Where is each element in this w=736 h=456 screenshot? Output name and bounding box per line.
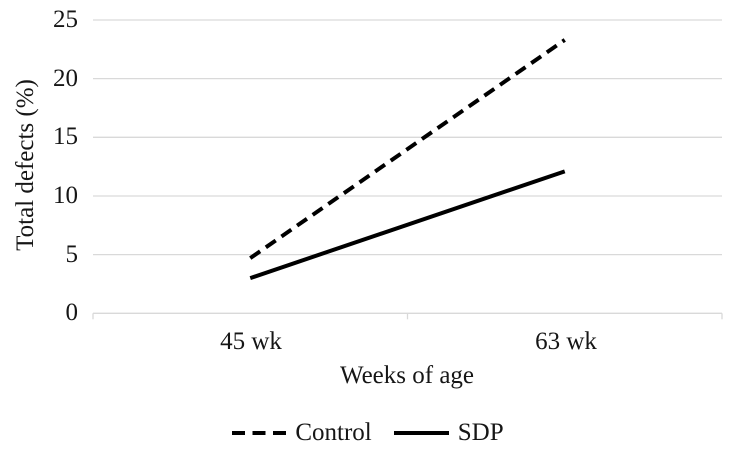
- legend-item-control: Control: [232, 418, 372, 447]
- legend-label-sdp: SDP: [457, 419, 504, 446]
- legend-label-control: Control: [295, 419, 372, 446]
- y-tick-label-15: 15: [53, 123, 78, 150]
- x-tick-label-63wk: 63 wk: [535, 328, 597, 355]
- legend-item-sdp: SDP: [393, 418, 504, 447]
- dashed-line-swatch: [232, 430, 287, 435]
- y-tick-label-5: 5: [65, 241, 79, 268]
- y-tick-label-25: 25: [53, 6, 78, 33]
- x-axis-title: Weeks of age: [339, 362, 475, 389]
- y-tick-label-10: 10: [53, 182, 78, 209]
- solid-line-swatch: [393, 430, 449, 435]
- x-tick-label-45wk: 45 wk: [220, 328, 282, 355]
- y-tick-label-0: 0: [65, 299, 79, 326]
- y-tick-label-20: 20: [53, 65, 78, 92]
- y-axis-title: Total defects (%): [12, 79, 39, 251]
- legend: Control SDP: [0, 418, 736, 447]
